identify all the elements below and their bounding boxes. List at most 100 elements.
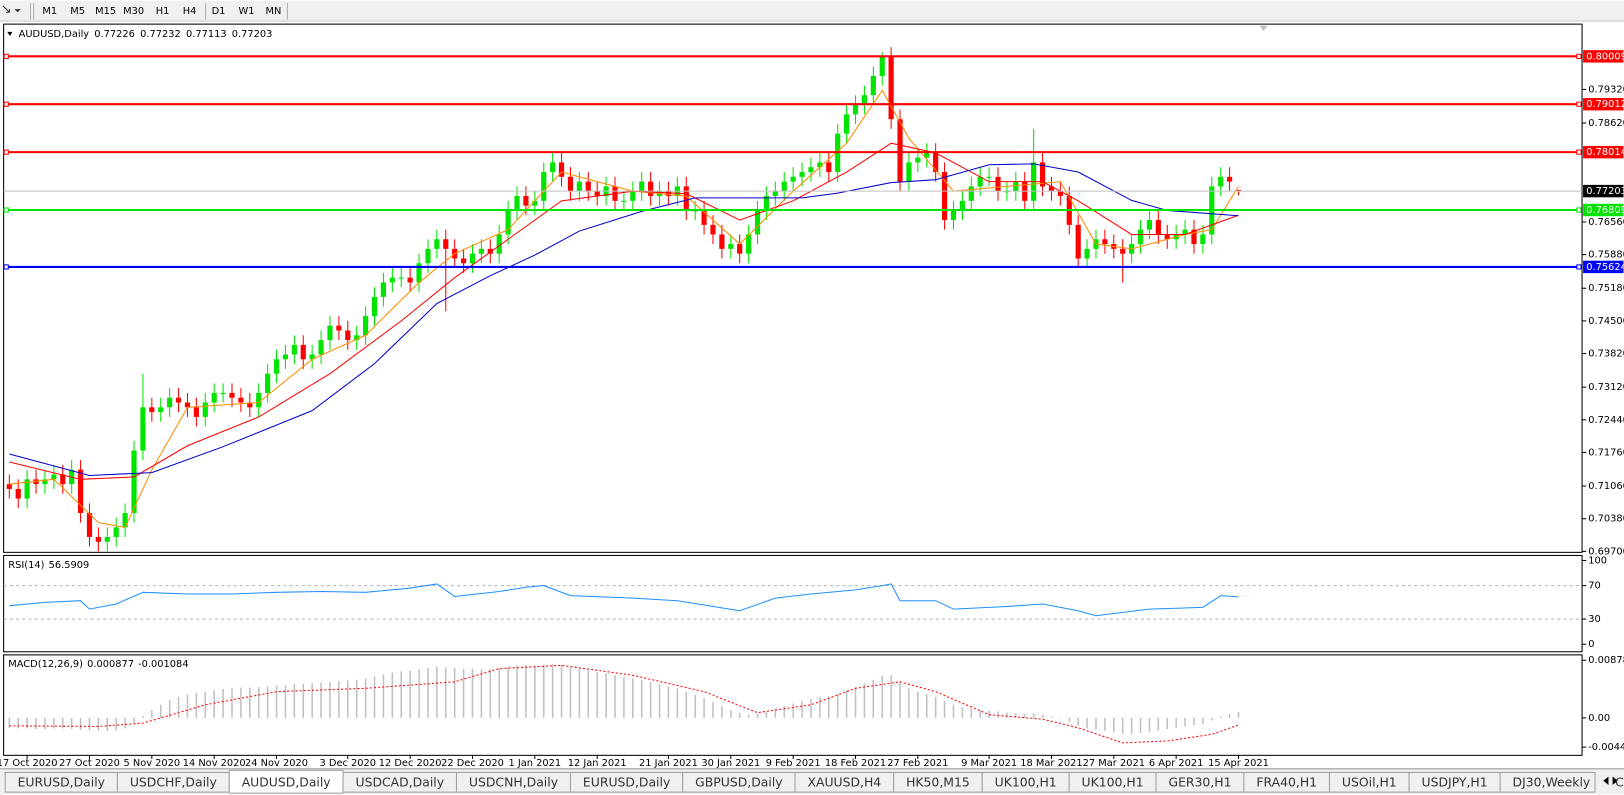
timeframe-button[interactable]: H1 xyxy=(156,6,170,17)
signal-value: -0.001084 xyxy=(138,659,188,670)
tab-label[interactable]: AUDUSD,Daily xyxy=(242,774,331,789)
tab[interactable]: FRA40,H1 xyxy=(1243,771,1330,793)
tab[interactable]: USDCNH,Daily xyxy=(455,771,571,793)
tab-label[interactable]: FRA40,H1 xyxy=(1256,774,1317,789)
level-anchor xyxy=(1576,264,1582,270)
x-tick-label: 27 Feb 2021 xyxy=(887,758,948,769)
level-anchor xyxy=(3,264,9,270)
candle-body xyxy=(24,479,30,499)
candle-body xyxy=(1155,220,1161,235)
tab[interactable]: AUDUSD,Daily xyxy=(228,769,344,794)
tab[interactable]: CHINA300,H1 xyxy=(1615,774,1624,789)
candle-body xyxy=(514,196,520,211)
candle-body xyxy=(808,167,814,173)
tab[interactable]: USDCAD,Daily xyxy=(342,771,458,793)
tab[interactable]: XAUUSD,H4 xyxy=(794,771,895,793)
level-anchor xyxy=(3,101,9,107)
tab-label[interactable]: EURUSD,Daily xyxy=(18,774,105,789)
timeframe-button[interactable]: M15 xyxy=(95,6,116,17)
tab[interactable]: USOil,H1 xyxy=(1328,771,1410,793)
timeframe-button[interactable]: D1 xyxy=(212,6,226,17)
tab[interactable]: EURUSD,Daily xyxy=(569,771,684,793)
x-tick-label: 6 Apr 2021 xyxy=(1149,758,1204,769)
tab-label[interactable]: HK50,M15 xyxy=(906,774,970,789)
candle-body xyxy=(51,474,57,480)
timeframe-button[interactable]: M30 xyxy=(123,6,144,17)
x-tick-label: 3 Dec 2020 xyxy=(320,758,377,769)
tab-label[interactable]: UK100,H1 xyxy=(995,774,1057,789)
timeframe-button[interactable]: H4 xyxy=(183,6,197,17)
candle-body xyxy=(532,200,538,206)
candle-body xyxy=(505,210,511,235)
tab[interactable]: HK50,M15 xyxy=(893,771,983,793)
tab-label[interactable]: GBPUSD,Daily xyxy=(695,774,782,789)
tab-label[interactable]: USOil,H1 xyxy=(1342,774,1397,789)
timeframe-button[interactable]: MN xyxy=(266,6,282,17)
tab[interactable]: EURUSD,Daily xyxy=(4,771,118,793)
candle-body xyxy=(167,397,173,408)
tab[interactable]: GBPUSD,Daily xyxy=(682,771,796,793)
candle-body xyxy=(701,210,707,225)
x-tick-label: 22 Dec 2020 xyxy=(441,758,504,769)
x-tick-label: 21 Jan 2021 xyxy=(639,758,698,769)
level-anchor xyxy=(3,207,9,213)
tab-scroll[interactable] xyxy=(1603,776,1618,785)
tab[interactable]: USDCHF,Daily xyxy=(116,771,230,793)
y-tick-label: 0.008782 xyxy=(1588,655,1624,666)
tab-label[interactable]: GER30,H1 xyxy=(1168,774,1231,789)
tab-background[interactable] xyxy=(1499,771,1596,793)
candle-body xyxy=(1191,229,1197,245)
candle-body xyxy=(879,56,885,76)
tab[interactable]: DJ30,Weekly xyxy=(1499,771,1596,793)
timeframe-button[interactable]: W1 xyxy=(239,6,255,17)
timeframe-button[interactable]: M1 xyxy=(42,6,57,17)
chart-header: AUDUSD,Daily 0.77226 0.77232 0.77113 0.77203 xyxy=(19,29,273,40)
tab[interactable]: GER30,H1 xyxy=(1155,771,1245,793)
x-tick-label: 18 Mar 2021 xyxy=(1020,758,1082,769)
candle-body xyxy=(1075,224,1081,259)
candle-body xyxy=(550,162,556,173)
tab-label[interactable]: EURUSD,Daily xyxy=(583,774,670,789)
candle-body xyxy=(861,95,867,105)
tab-label[interactable]: USDCHF,Daily xyxy=(130,774,217,789)
candle-body xyxy=(737,244,743,254)
tab[interactable]: UK100,H1 xyxy=(1068,771,1157,793)
tab-label[interactable]: CHINA300,H1 xyxy=(1615,774,1624,789)
panel-menu-icon[interactable] xyxy=(7,31,13,37)
candle-body xyxy=(300,344,306,360)
tab-label[interactable]: USDCAD,Daily xyxy=(356,774,445,789)
timeframe-button[interactable]: M5 xyxy=(70,6,85,17)
candle-body xyxy=(220,392,226,394)
candle-body xyxy=(772,191,778,197)
tab-label[interactable]: USDCNH,Daily xyxy=(469,774,558,789)
candle-body xyxy=(915,157,921,163)
y-tick-label: 100 xyxy=(1588,555,1607,566)
candle-body xyxy=(1039,162,1046,187)
tab-label[interactable]: DJ30,Weekly xyxy=(1513,774,1591,789)
candle-body xyxy=(371,296,378,317)
y-tick-label: 70 xyxy=(1588,581,1601,592)
candle-body xyxy=(77,469,84,513)
tab[interactable]: UK100,H1 xyxy=(981,771,1070,793)
candle-body xyxy=(897,119,903,182)
tab[interactable]: USDJPY,H1 xyxy=(1408,771,1501,793)
toolbar-dropdown[interactable] xyxy=(14,9,21,13)
candle-body xyxy=(193,407,199,417)
indicator-header: RSI(14) 56.5909 xyxy=(8,560,89,571)
candle-body xyxy=(906,162,912,182)
ohlc-value: 0.77232 xyxy=(140,29,181,40)
candle-body xyxy=(1164,234,1170,240)
candle-body xyxy=(933,152,939,173)
candle-body xyxy=(754,210,761,235)
tab-label[interactable]: USDJPY,H1 xyxy=(1422,774,1488,789)
tab-label[interactable]: UK100,H1 xyxy=(1082,774,1144,789)
toolbar-icon[interactable] xyxy=(2,5,10,13)
candle-body xyxy=(202,402,208,417)
level-label: 0.76809 xyxy=(1586,205,1624,216)
tab-label[interactable]: XAUUSD,H4 xyxy=(807,774,881,789)
candle-body xyxy=(1048,186,1055,192)
